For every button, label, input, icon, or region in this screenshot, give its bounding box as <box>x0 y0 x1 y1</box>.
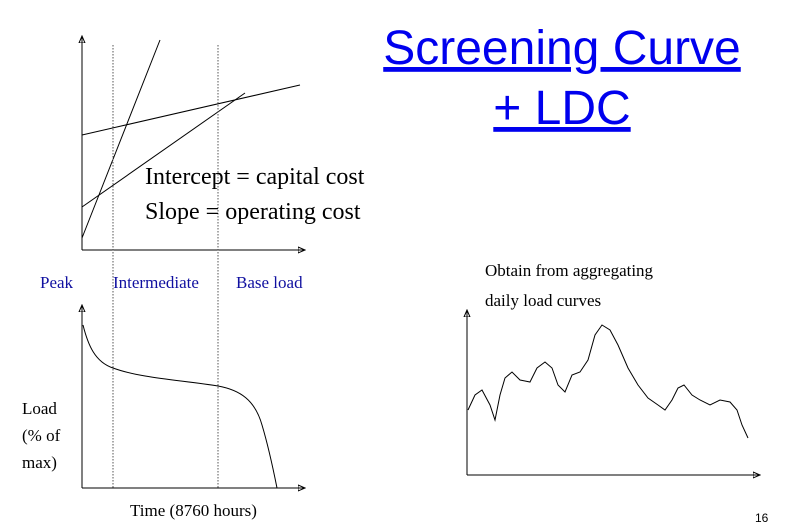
note: Obtain from aggregating <box>485 261 654 280</box>
axis-label: Load <box>22 399 57 418</box>
region-label: Peak <box>40 273 74 292</box>
region-label: Intermediate <box>113 273 199 292</box>
title-line: Screening Curve <box>383 22 741 75</box>
note: daily load curves <box>485 291 601 310</box>
ldc-chart <box>82 305 305 488</box>
axis-label: (% of <box>22 426 61 445</box>
title-line: + LDC <box>493 82 630 135</box>
region-label: Base load <box>236 273 303 292</box>
screening-chart <box>82 36 305 488</box>
axis-label: Time (8760 hours) <box>130 501 257 520</box>
axis-label: max) <box>22 453 57 472</box>
page-number: 16 <box>755 511 769 525</box>
daily-chart <box>467 310 760 475</box>
note: Intercept = capital cost <box>145 164 365 190</box>
note: Slope = operating cost <box>145 199 361 225</box>
